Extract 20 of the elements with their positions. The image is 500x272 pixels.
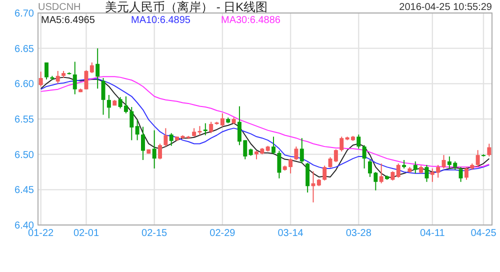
y-tick-label: 6.65 bbox=[14, 44, 34, 55]
chart-title: 美元人民币（离岸） - 日K线图 bbox=[105, 0, 268, 14]
y-tick-label: 6.55 bbox=[14, 114, 34, 126]
x-tick-label: 02-29 bbox=[210, 228, 236, 239]
y-tick-label: 6.50 bbox=[14, 150, 34, 161]
x-tick-label: 04-25 bbox=[470, 228, 497, 239]
text: 2016-04-25 10:55:29 bbox=[399, 2, 492, 13]
x-tick-label: 03-28 bbox=[346, 228, 372, 239]
x-tick-label: 04-11 bbox=[420, 228, 446, 239]
x-tick-label: 03-14 bbox=[278, 228, 304, 239]
y-tick-label: 6.70 bbox=[14, 8, 34, 20]
x-tick-label: 02-01 bbox=[73, 228, 100, 239]
y-tick-label: 6.45 bbox=[14, 185, 34, 196]
text: MA5:6.4965 bbox=[41, 15, 96, 26]
x-tick-label: 02-15 bbox=[142, 228, 168, 239]
y-tick-label: 6.60 bbox=[14, 79, 34, 90]
x-tick-label: 01-22 bbox=[28, 228, 54, 239]
chart-subtitle: USDCNH bbox=[38, 2, 81, 13]
text: MA10:6.4895 bbox=[131, 15, 191, 26]
text: MA30:6.4886 bbox=[221, 15, 281, 26]
